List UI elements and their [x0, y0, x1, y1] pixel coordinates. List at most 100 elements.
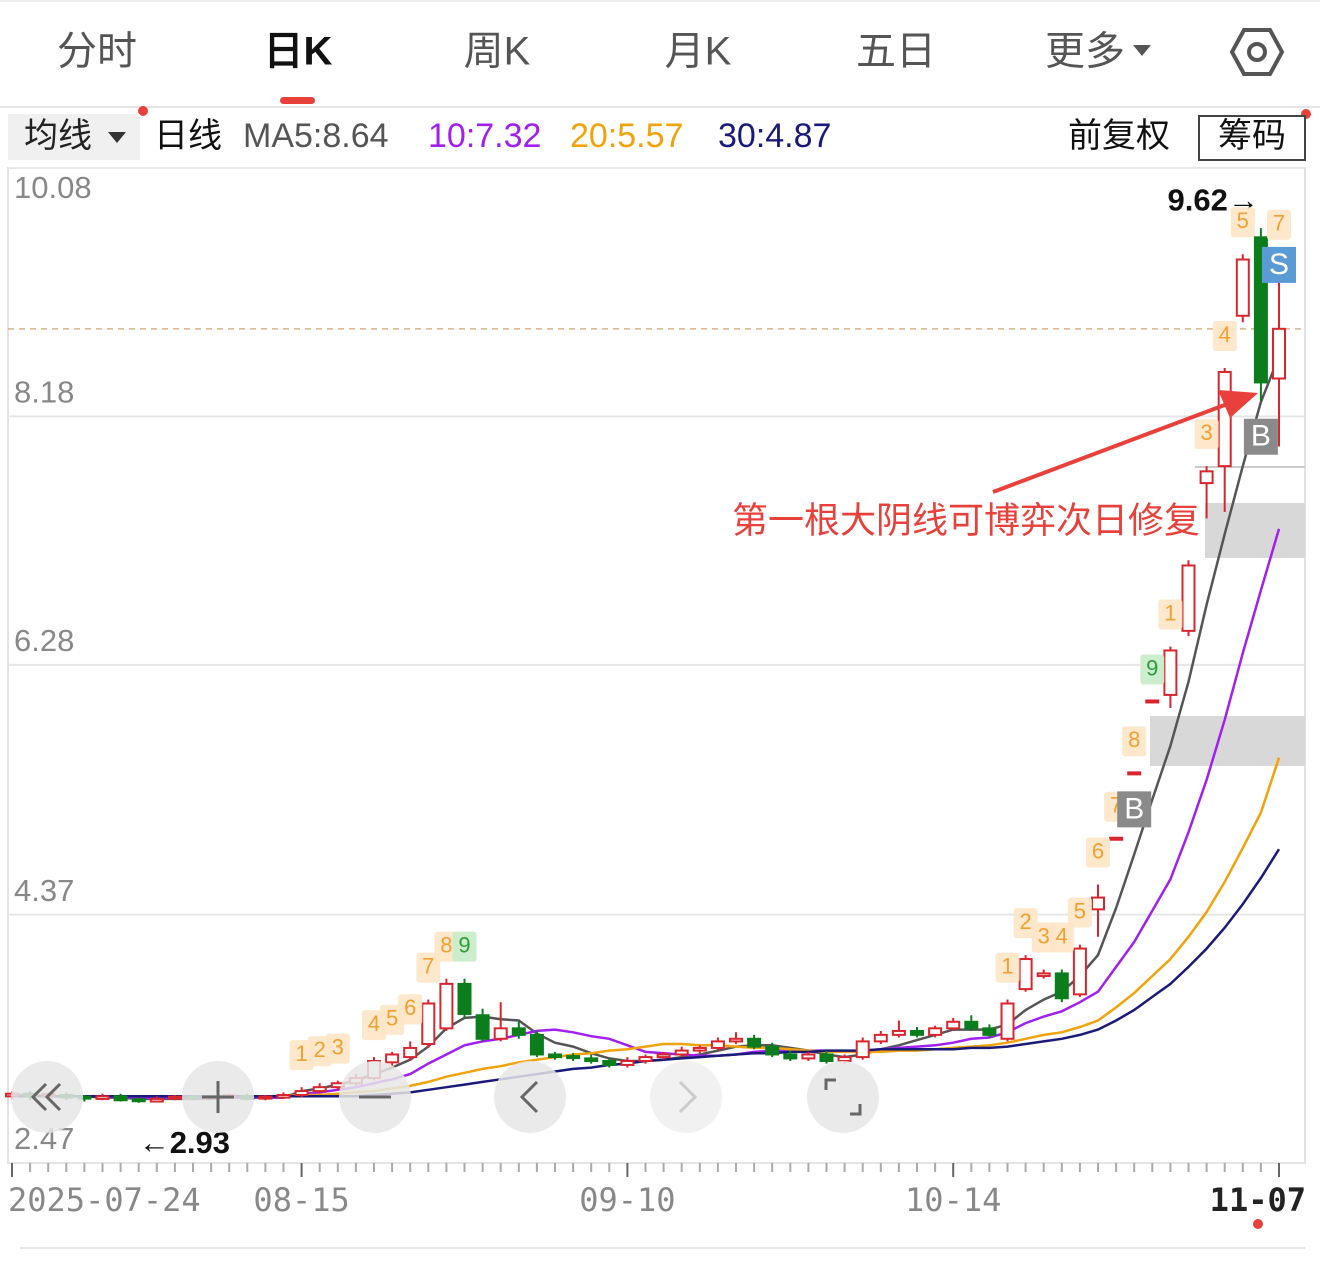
prev-icon: [519, 1080, 539, 1114]
candle-body: [1127, 771, 1142, 776]
candle-body: [946, 1020, 961, 1030]
candle-body: [964, 1020, 979, 1030]
tab[interactable]: 更多: [1045, 30, 1125, 74]
ma-label: 30:4.87: [718, 117, 831, 155]
settings-hex: [1229, 28, 1285, 76]
candle-body: [620, 1060, 635, 1066]
chips-button[interactable]: 筹码: [1218, 117, 1286, 155]
candle-body: [421, 1002, 436, 1046]
seq-marker-bg: [1086, 837, 1110, 868]
tab[interactable]: 分时: [57, 30, 137, 74]
seq-marker: 6: [404, 995, 416, 1020]
signal: S: [1269, 248, 1289, 281]
candle-body: [928, 1027, 943, 1036]
candle-body: [312, 1086, 327, 1093]
candle-body: [457, 982, 472, 1015]
candle-body: [294, 1090, 309, 1097]
candle-body: [1072, 947, 1087, 996]
candle-body: [1272, 327, 1286, 380]
seq-marker: 9: [458, 932, 470, 957]
candle-body: [1235, 258, 1250, 317]
seq-marker-bg: [1267, 209, 1291, 240]
annotation-arrow: [992, 401, 1231, 494]
seq-marker: 2: [314, 1037, 326, 1062]
candle-body: [529, 1033, 544, 1056]
seq-marker-bg: [1194, 419, 1219, 450]
y-tick-label: 4.37: [14, 873, 74, 908]
signal-bg: [1243, 418, 1278, 455]
candle-body: [710, 1040, 725, 1049]
candle-body: [113, 1095, 128, 1102]
seq-marker: 5: [386, 1006, 398, 1031]
candle-body: [602, 1060, 617, 1066]
candle-body: [149, 1097, 164, 1103]
seq-marker-bg: [1013, 908, 1038, 939]
tab[interactable]: 月K: [665, 30, 732, 74]
fullscreen-button[interactable]: [807, 1061, 879, 1133]
chips-button-bg[interactable]: [1198, 115, 1306, 161]
seq-marker-bg: [325, 1033, 350, 1064]
red-dot: [1253, 1219, 1263, 1229]
settings-dot: [1247, 42, 1267, 62]
prev-button[interactable]: [494, 1061, 566, 1133]
candle-body: [1000, 1002, 1015, 1040]
adjust-label[interactable]: 前复权: [1068, 117, 1170, 155]
candle-body: [765, 1045, 780, 1056]
candle-body: [1199, 470, 1214, 485]
seq-marker: 7: [1273, 211, 1285, 236]
tab[interactable]: 周K: [464, 30, 531, 74]
y-tick-label: 8.18: [14, 375, 74, 410]
candle-body: [910, 1029, 924, 1036]
seq-marker: 8: [440, 932, 452, 957]
candle-body: [674, 1049, 689, 1056]
ma-label: MA5:8.64: [243, 117, 389, 155]
seq-marker: 4: [1219, 322, 1231, 347]
tab-active[interactable]: 日K: [264, 30, 333, 74]
candle-body: [891, 1029, 906, 1036]
candle-body: [258, 1095, 273, 1100]
gap-zone: [1150, 716, 1305, 766]
seq-marker: 7: [422, 953, 434, 978]
seq-marker-bg: [398, 994, 423, 1025]
ma-label: 20:5.57: [570, 117, 683, 155]
seq-marker: 8: [1128, 727, 1140, 752]
candle-body: [1036, 972, 1051, 978]
candle-body: [1217, 370, 1232, 468]
ma-button[interactable]: 均线: [24, 117, 92, 155]
signal-bg: [1117, 791, 1152, 828]
candle-body: [584, 1057, 599, 1063]
candle-body: [1181, 564, 1196, 632]
next-icon: [678, 1080, 698, 1114]
seq-marker: 5: [1074, 898, 1086, 923]
controls: [11, 1061, 879, 1133]
tab[interactable]: 五日: [856, 30, 936, 74]
dropdown-arrow: [1133, 45, 1151, 56]
candle-body: [385, 1053, 400, 1064]
seq-marker: 3: [332, 1034, 344, 1059]
candle-body: [566, 1055, 581, 1060]
next-button[interactable]: [650, 1061, 722, 1133]
seq-marker-bg: [1140, 654, 1165, 685]
seq-marker: 1: [1164, 600, 1176, 625]
candle-body: [403, 1046, 418, 1059]
seq-marker: 2: [1019, 909, 1031, 934]
y-tick-label: 6.28: [14, 623, 74, 658]
candle-body: [167, 1095, 182, 1100]
rewind-icon: [30, 1082, 62, 1112]
candle-body: [801, 1053, 816, 1060]
seq-marker: 4: [1056, 923, 1068, 948]
candle-body: [819, 1053, 834, 1063]
x-tick-label: 10-14: [905, 1181, 1001, 1219]
candle-body: [692, 1046, 707, 1052]
x-tick-label: 11-07: [1210, 1181, 1306, 1219]
candle-body: [1054, 972, 1069, 1000]
tab-indicator: [280, 97, 315, 104]
seq-marker-bg: [1122, 726, 1147, 757]
settings-icon[interactable]: [1229, 28, 1285, 76]
seq-marker-bg: [380, 1004, 405, 1035]
y-tick-label: 10.08: [14, 170, 92, 205]
seq-marker-bg: [1049, 922, 1074, 953]
candle-body: [1091, 896, 1105, 911]
x-tick-label: 08-15: [253, 1181, 349, 1219]
